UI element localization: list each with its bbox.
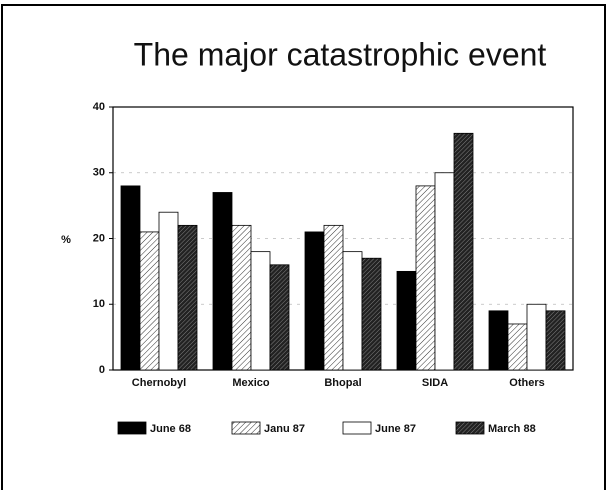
bar [396, 270, 417, 371]
bar [342, 251, 363, 371]
y-tick-label: 40 [93, 101, 105, 113]
legend-label: Janu 87 [264, 423, 305, 435]
bar [177, 224, 198, 371]
bar [526, 303, 547, 371]
legend-swatch [231, 421, 261, 435]
x-tick-label: Chernobyl [132, 377, 186, 389]
bar [434, 172, 455, 371]
x-tick-label: Others [509, 377, 544, 389]
x-tick-label: SIDA [422, 377, 448, 389]
bar [269, 264, 290, 371]
legend-label: March 88 [488, 423, 536, 435]
bar [361, 257, 382, 371]
bar [120, 185, 141, 371]
bar [250, 251, 271, 371]
bar [139, 231, 160, 371]
legend-swatch [342, 421, 372, 435]
x-tick-label: Bhopal [324, 377, 361, 389]
bar [158, 211, 179, 371]
bar [304, 231, 325, 371]
bar [507, 323, 528, 371]
bar [488, 310, 509, 371]
x-tick-label: Mexico [232, 377, 270, 389]
bar [323, 224, 344, 371]
bar [415, 185, 436, 371]
frame [1, 4, 606, 490]
bar [231, 224, 252, 371]
y-axis-label: % [61, 234, 71, 246]
y-tick-label: 30 [93, 167, 105, 179]
legend-swatch [117, 421, 147, 435]
y-tick-label: 0 [99, 364, 105, 376]
bar [545, 310, 566, 371]
y-tick-label: 20 [93, 232, 105, 244]
y-tick-label: 10 [93, 298, 105, 310]
bar [453, 132, 474, 371]
legend-swatch [455, 421, 485, 435]
bar [212, 192, 233, 371]
chart-title: The major catastrophic event [134, 36, 547, 72]
legend-label: June 68 [150, 423, 191, 435]
legend-label: June 87 [375, 423, 416, 435]
